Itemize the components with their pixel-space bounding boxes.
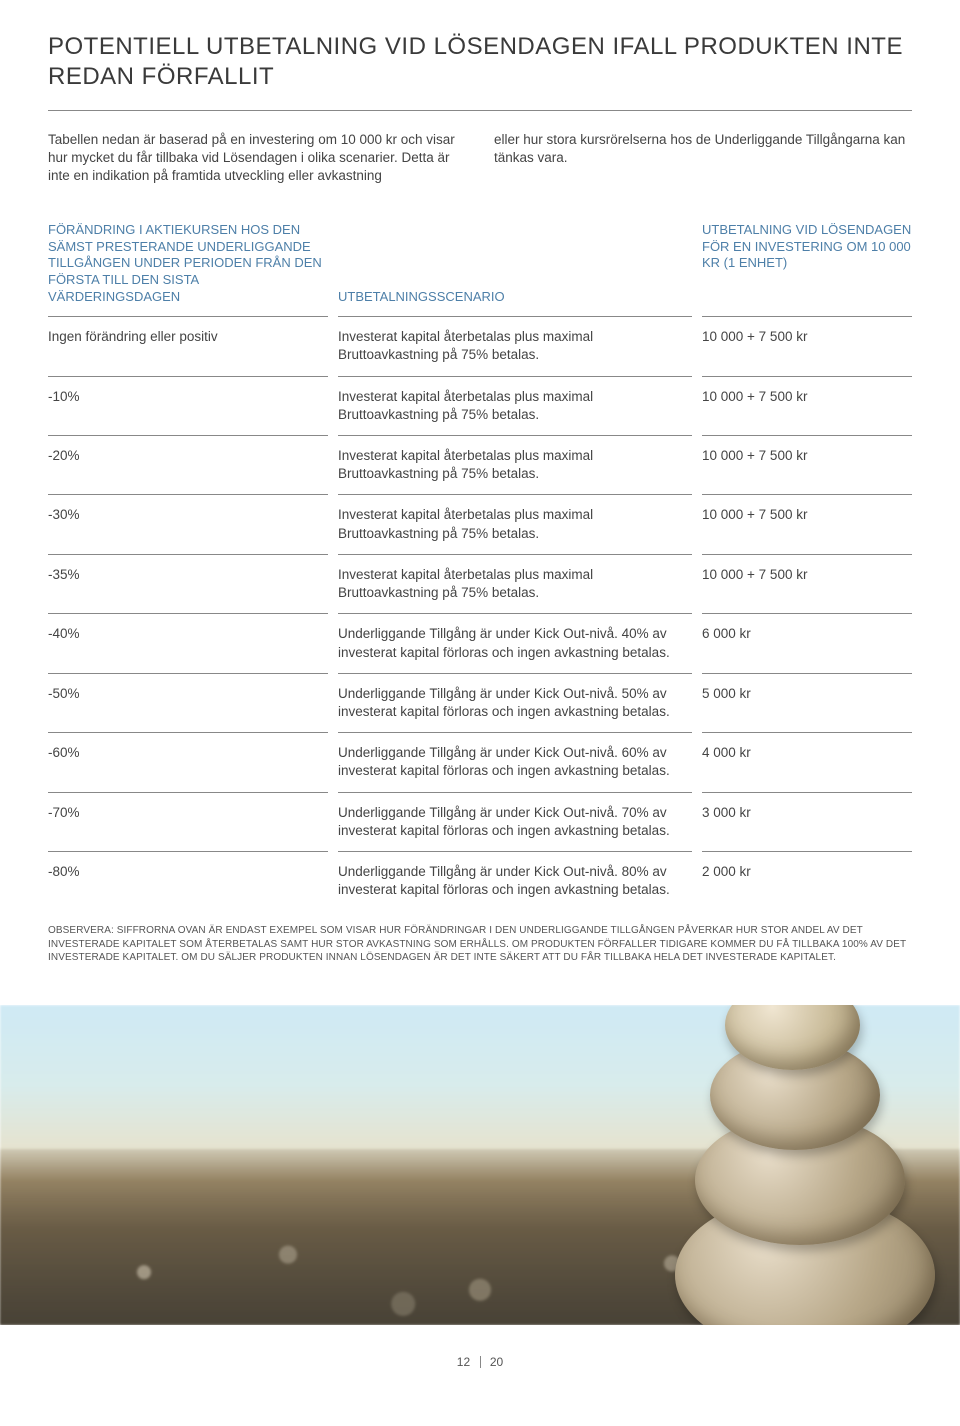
cell-change: -70% (48, 792, 328, 851)
cell-payout: 10 000 + 7 500 kr (702, 554, 912, 613)
cell-payout: 6 000 kr (702, 613, 912, 672)
disclaimer-note: OBSERVERA: SIFFRORNA OVAN ÄR ENDAST EXEM… (48, 924, 912, 965)
cell-scenario: Underliggande Tillgång är under Kick Out… (338, 792, 692, 851)
header-scenario: UTBETALNINGSSCENARIO (338, 222, 692, 316)
title-rule (48, 110, 912, 111)
cell-change: -80% (48, 851, 328, 910)
cell-change: Ingen förändring eller positiv (48, 316, 328, 375)
cell-change: -10% (48, 376, 328, 435)
decorative-photo (0, 1005, 960, 1325)
table-row: -50%Underliggande Tillgång är under Kick… (48, 673, 912, 732)
cell-scenario: Underliggande Tillgång är under Kick Out… (338, 732, 692, 791)
cell-payout: 4 000 kr (702, 732, 912, 791)
cell-scenario: Underliggande Tillgång är under Kick Out… (338, 673, 692, 732)
cell-scenario: Investerat kapital återbetalas plus maxi… (338, 554, 692, 613)
cell-payout: 2 000 kr (702, 851, 912, 910)
cell-scenario: Underliggande Tillgång är under Kick Out… (338, 613, 692, 672)
cell-scenario: Investerat kapital återbetalas plus maxi… (338, 316, 692, 375)
cell-payout: 10 000 + 7 500 kr (702, 494, 912, 553)
header-change: FÖRÄNDRING I AKTIEKURSEN HOS DEN SÄMST P… (48, 222, 328, 316)
table-row: -60%Underliggande Tillgång är under Kick… (48, 732, 912, 791)
cell-change: -40% (48, 613, 328, 672)
cell-change: -60% (48, 732, 328, 791)
page-current: 12 (457, 1355, 470, 1369)
cell-scenario: Underliggande Tillgång är under Kick Out… (338, 851, 692, 910)
cell-payout: 10 000 + 7 500 kr (702, 376, 912, 435)
cell-scenario: Investerat kapital återbetalas plus maxi… (338, 435, 692, 494)
intro-columns: Tabellen nedan är baserad på en invester… (48, 131, 912, 186)
header-payout: UTBETALNING VID LÖSENDAGEN FÖR EN INVEST… (702, 222, 912, 316)
cell-scenario: Investerat kapital återbetalas plus maxi… (338, 376, 692, 435)
cell-scenario: Investerat kapital återbetalas plus maxi… (338, 494, 692, 553)
table-header-row: FÖRÄNDRING I AKTIEKURSEN HOS DEN SÄMST P… (48, 222, 912, 316)
table-row: -35%Investerat kapital återbetalas plus … (48, 554, 912, 613)
table-row: Ingen förändring eller positivInvesterat… (48, 316, 912, 375)
table-row: -30%Investerat kapital återbetalas plus … (48, 494, 912, 553)
table-row: -10%Investerat kapital återbetalas plus … (48, 376, 912, 435)
table-row: -80%Underliggande Tillgång är under Kick… (48, 851, 912, 910)
payout-table: FÖRÄNDRING I AKTIEKURSEN HOS DEN SÄMST P… (48, 222, 912, 911)
page-number: 12 20 (0, 1325, 960, 1393)
cell-change: -30% (48, 494, 328, 553)
cell-change: -50% (48, 673, 328, 732)
cell-change: -35% (48, 554, 328, 613)
cell-payout: 10 000 + 7 500 kr (702, 316, 912, 375)
intro-left: Tabellen nedan är baserad på en invester… (48, 131, 466, 186)
cell-change: -20% (48, 435, 328, 494)
intro-right: eller hur stora kursrörelserna hos de Un… (494, 131, 912, 186)
page-total: 20 (490, 1355, 503, 1369)
cell-payout: 10 000 + 7 500 kr (702, 435, 912, 494)
page-title: POTENTIELL UTBETALNING VID LÖSENDAGEN IF… (48, 32, 912, 92)
cell-payout: 3 000 kr (702, 792, 912, 851)
table-row: -40%Underliggande Tillgång är under Kick… (48, 613, 912, 672)
table-row: -20%Investerat kapital återbetalas plus … (48, 435, 912, 494)
table-row: -70%Underliggande Tillgång är under Kick… (48, 792, 912, 851)
cell-payout: 5 000 kr (702, 673, 912, 732)
